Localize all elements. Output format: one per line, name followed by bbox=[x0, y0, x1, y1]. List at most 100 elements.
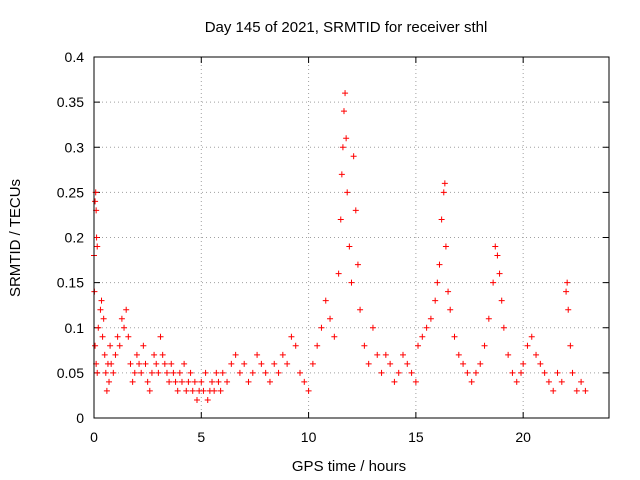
data-point bbox=[94, 369, 101, 376]
x-tick-label: 20 bbox=[515, 429, 531, 445]
data-point bbox=[395, 369, 402, 376]
data-point bbox=[361, 342, 368, 349]
data-point bbox=[92, 342, 99, 349]
x-axis-ticks: 0 5 10 15 20 bbox=[90, 57, 531, 445]
data-point bbox=[460, 360, 467, 367]
data-point bbox=[146, 387, 153, 394]
y-tick-label: 0.2 bbox=[65, 230, 85, 246]
data-point bbox=[477, 360, 484, 367]
data-point bbox=[374, 351, 381, 358]
data-point bbox=[118, 315, 125, 322]
y-axis-label: SRMTID / TECUs bbox=[7, 179, 24, 297]
data-point bbox=[481, 342, 488, 349]
data-point bbox=[498, 297, 505, 304]
data-point bbox=[400, 351, 406, 358]
data-point bbox=[412, 378, 419, 385]
x-tick-label: 15 bbox=[408, 429, 424, 445]
data-point bbox=[404, 360, 411, 367]
data-point bbox=[344, 189, 351, 196]
data-point bbox=[288, 333, 295, 340]
data-point bbox=[183, 387, 190, 394]
data-point bbox=[455, 351, 462, 358]
data-point bbox=[110, 369, 117, 376]
data-point bbox=[209, 378, 216, 385]
data-point bbox=[438, 216, 445, 223]
data-point bbox=[275, 369, 282, 376]
data-point bbox=[284, 360, 291, 367]
data-point bbox=[213, 369, 220, 376]
data-point bbox=[533, 351, 540, 358]
data-point bbox=[200, 387, 207, 394]
plot-frame bbox=[93, 56, 610, 419]
data-point bbox=[331, 333, 338, 340]
data-point bbox=[266, 378, 273, 385]
data-point bbox=[338, 171, 345, 178]
x-tick-label: 0 bbox=[90, 429, 98, 445]
data-point bbox=[348, 279, 355, 286]
data-point bbox=[582, 387, 589, 394]
data-point bbox=[191, 378, 198, 385]
data-point bbox=[258, 360, 265, 367]
data-point bbox=[211, 387, 218, 394]
data-point bbox=[140, 342, 147, 349]
data-point bbox=[204, 396, 211, 403]
data-point bbox=[322, 297, 329, 304]
data-point bbox=[441, 180, 448, 187]
data-point bbox=[357, 306, 364, 313]
data-point bbox=[350, 153, 357, 160]
data-point bbox=[432, 297, 439, 304]
data-point bbox=[98, 297, 105, 304]
data-point bbox=[391, 378, 398, 385]
data-point bbox=[468, 378, 475, 385]
data-point bbox=[99, 333, 106, 340]
data-point bbox=[554, 369, 561, 376]
data-point bbox=[159, 351, 166, 358]
data-point bbox=[369, 324, 376, 331]
data-point bbox=[245, 378, 252, 385]
data-point bbox=[563, 288, 570, 295]
data-point bbox=[494, 252, 501, 259]
data-point bbox=[464, 369, 471, 376]
data-point bbox=[215, 378, 222, 385]
data-point bbox=[112, 351, 119, 358]
x-tick-label: 5 bbox=[197, 429, 205, 445]
data-point bbox=[172, 378, 179, 385]
y-tick-label: 0.3 bbox=[65, 139, 85, 155]
data-point bbox=[301, 378, 308, 385]
data-point bbox=[271, 360, 278, 367]
data-point bbox=[382, 351, 389, 358]
data-point bbox=[254, 351, 261, 358]
data-point bbox=[142, 360, 149, 367]
data-point bbox=[107, 342, 114, 349]
data-point bbox=[116, 342, 123, 349]
data-point bbox=[121, 324, 128, 331]
data-point bbox=[415, 342, 422, 349]
data-point bbox=[567, 342, 574, 349]
data-point bbox=[335, 270, 342, 277]
data-point bbox=[217, 387, 224, 394]
data-point bbox=[178, 378, 185, 385]
data-point bbox=[485, 315, 492, 322]
data-point bbox=[565, 306, 572, 313]
data-point bbox=[545, 378, 552, 385]
data-point bbox=[309, 360, 316, 367]
data-point bbox=[94, 243, 101, 250]
data-point bbox=[419, 333, 426, 340]
data-point bbox=[131, 369, 138, 376]
data-point bbox=[434, 279, 441, 286]
data-point bbox=[352, 207, 359, 214]
data-point bbox=[114, 333, 121, 340]
data-point bbox=[292, 342, 299, 349]
data-point bbox=[249, 369, 256, 376]
data-point bbox=[537, 360, 544, 367]
data-point bbox=[174, 387, 181, 394]
data-point bbox=[337, 216, 344, 223]
data-point bbox=[133, 351, 140, 358]
data-point bbox=[500, 324, 507, 331]
data-point bbox=[136, 360, 143, 367]
y-tick-label: 0.35 bbox=[57, 94, 84, 110]
data-point bbox=[305, 387, 312, 394]
data-point bbox=[189, 387, 196, 394]
data-point bbox=[241, 360, 248, 367]
